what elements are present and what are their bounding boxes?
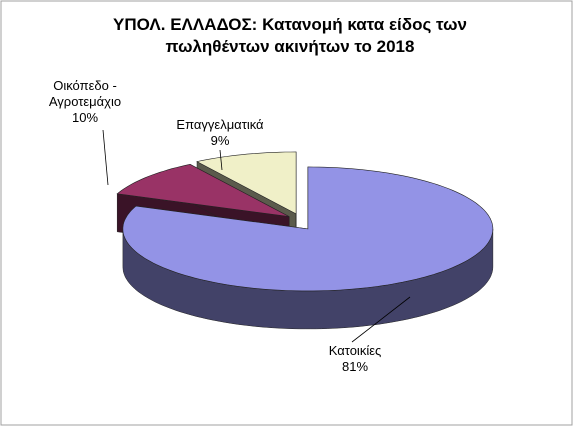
slice [116,163,290,217]
value-label: 9% [210,133,230,148]
data-label: Οικόπεδο - Αγροτεμάχιο 10% [30,78,140,126]
data-label: Κατοικίες 81% [300,343,410,375]
value-label: 81% [341,359,369,374]
category-label: Κατοικίες [328,343,382,358]
category-label: Οικόπεδο - Αγροτεμάχιο [48,78,122,109]
data-label: Επαγγελματικά 9% [155,117,285,149]
value-label: 10% [71,110,99,125]
chart-title: ΥΠΟΛ. ΕΛΛΑΔΟΣ: Κατανομή κατα είδος των π… [113,15,467,56]
leader-line [102,129,109,186]
leader-line [351,296,411,343]
category-label: Επαγγελματικά [176,117,264,132]
leader-line [219,149,223,171]
slice [122,166,494,292]
slice [122,166,494,330]
